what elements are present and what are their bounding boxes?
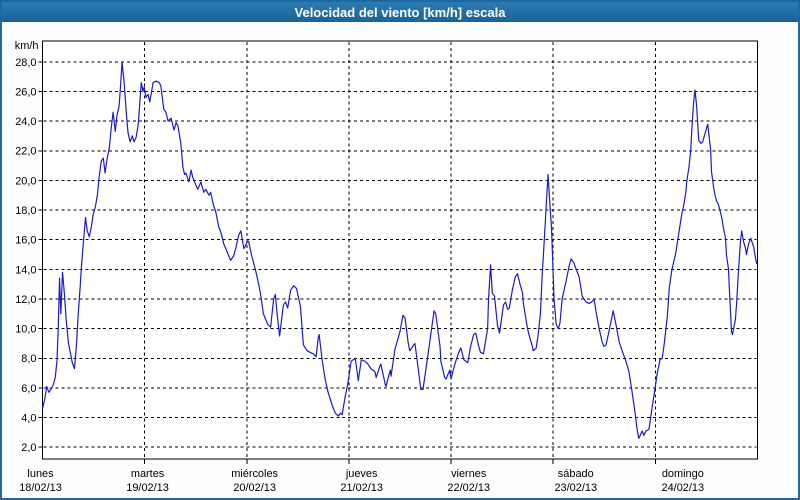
chart-title: Velocidad del viento [km/h] escala: [294, 4, 506, 20]
x-day-label: lunes: [27, 468, 54, 480]
y-tick-label: 2,0: [21, 442, 36, 454]
chart-area: 2,0 4,0 6,0 8,0 10,0 12,0 14,0 16,0 18,0 20,0 22,0…: [2, 22, 798, 498]
x-date-label: 23/02/13: [554, 482, 597, 494]
title-bar: Velocidad del viento [km/h] escala: [2, 2, 798, 22]
x-date-label: 20/02/13: [233, 482, 276, 494]
wind-speed-line: [41, 61, 758, 439]
x-date-label: 18/02/13: [19, 482, 62, 494]
x-date-label: 22/02/13: [447, 482, 490, 494]
y-tick-label: 6,0: [21, 383, 36, 395]
x-date-label: 24/02/13: [662, 482, 705, 494]
y-tick-label: 24,0: [15, 116, 36, 128]
y-tick-label: 28,0: [15, 57, 36, 69]
x-date-label: 21/02/13: [340, 482, 383, 494]
y-axis-unit-label: km/h: [15, 40, 39, 52]
wind-speed-chart: 2,0 4,0 6,0 8,0 10,0 12,0 14,0 16,0 18,0 20,0 22,0…: [15, 40, 758, 494]
y-tick-label: 16,0: [15, 235, 36, 247]
y-tick-label: 10,0: [15, 324, 36, 336]
y-tick-label: 12,0: [15, 294, 36, 306]
y-tick-label: 4,0: [21, 413, 36, 425]
y-tick-label: 22,0: [15, 146, 36, 158]
x-day-label: martes: [131, 468, 165, 480]
y-tick-label: 18,0: [15, 205, 36, 217]
x-day-label: viernes: [451, 468, 487, 480]
x-day-label: jueves: [345, 468, 378, 480]
x-day-label: miércoles: [231, 468, 278, 480]
plot-area: [42, 40, 758, 460]
y-tick-label: 8,0: [21, 353, 36, 365]
x-day-label: sábado: [558, 468, 594, 480]
x-day-label: domingo: [662, 468, 704, 480]
y-tick-label: 26,0: [15, 86, 36, 98]
y-tick-label: 20,0: [15, 175, 36, 187]
x-date-label: 19/02/13: [126, 482, 169, 494]
y-tick-label: 14,0: [15, 264, 36, 276]
